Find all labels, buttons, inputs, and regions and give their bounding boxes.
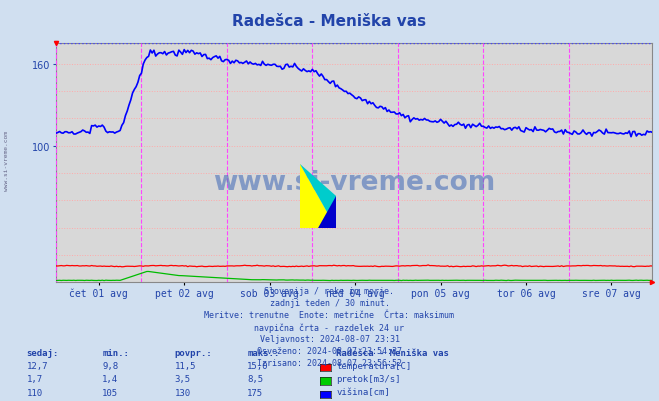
Text: www.si-vreme.com: www.si-vreme.com [4, 130, 9, 190]
Text: 110: 110 [26, 388, 42, 397]
Text: Radešca - Meniška vas: Radešca - Meniška vas [233, 14, 426, 29]
Text: Radešca - Meniška vas: Radešca - Meniška vas [336, 348, 449, 357]
Text: povpr.:: povpr.: [175, 348, 212, 357]
Polygon shape [300, 164, 336, 229]
Text: 8,5: 8,5 [247, 375, 263, 383]
Text: 175: 175 [247, 388, 263, 397]
Text: višina[cm]: višina[cm] [336, 388, 390, 397]
Text: sedaj:: sedaj: [26, 348, 59, 357]
Text: 3,5: 3,5 [175, 375, 190, 383]
Text: 15,0: 15,0 [247, 361, 269, 370]
Text: temperatura[C]: temperatura[C] [336, 361, 411, 370]
Text: 130: 130 [175, 388, 190, 397]
Text: 11,5: 11,5 [175, 361, 196, 370]
Text: 105: 105 [102, 388, 118, 397]
Text: maks.:: maks.: [247, 348, 279, 357]
Text: 1,4: 1,4 [102, 375, 118, 383]
Text: 1,7: 1,7 [26, 375, 42, 383]
Text: 12,7: 12,7 [26, 361, 48, 370]
Polygon shape [300, 164, 336, 229]
Polygon shape [318, 196, 336, 229]
Text: 9,8: 9,8 [102, 361, 118, 370]
Text: www.si-vreme.com: www.si-vreme.com [213, 170, 496, 195]
Text: pretok[m3/s]: pretok[m3/s] [336, 375, 401, 383]
Text: min.:: min.: [102, 348, 129, 357]
Text: Slovenija / reke in morje.
zadnji teden / 30 minut.
Meritve: trenutne  Enote: me: Slovenija / reke in morje. zadnji teden … [204, 287, 455, 367]
